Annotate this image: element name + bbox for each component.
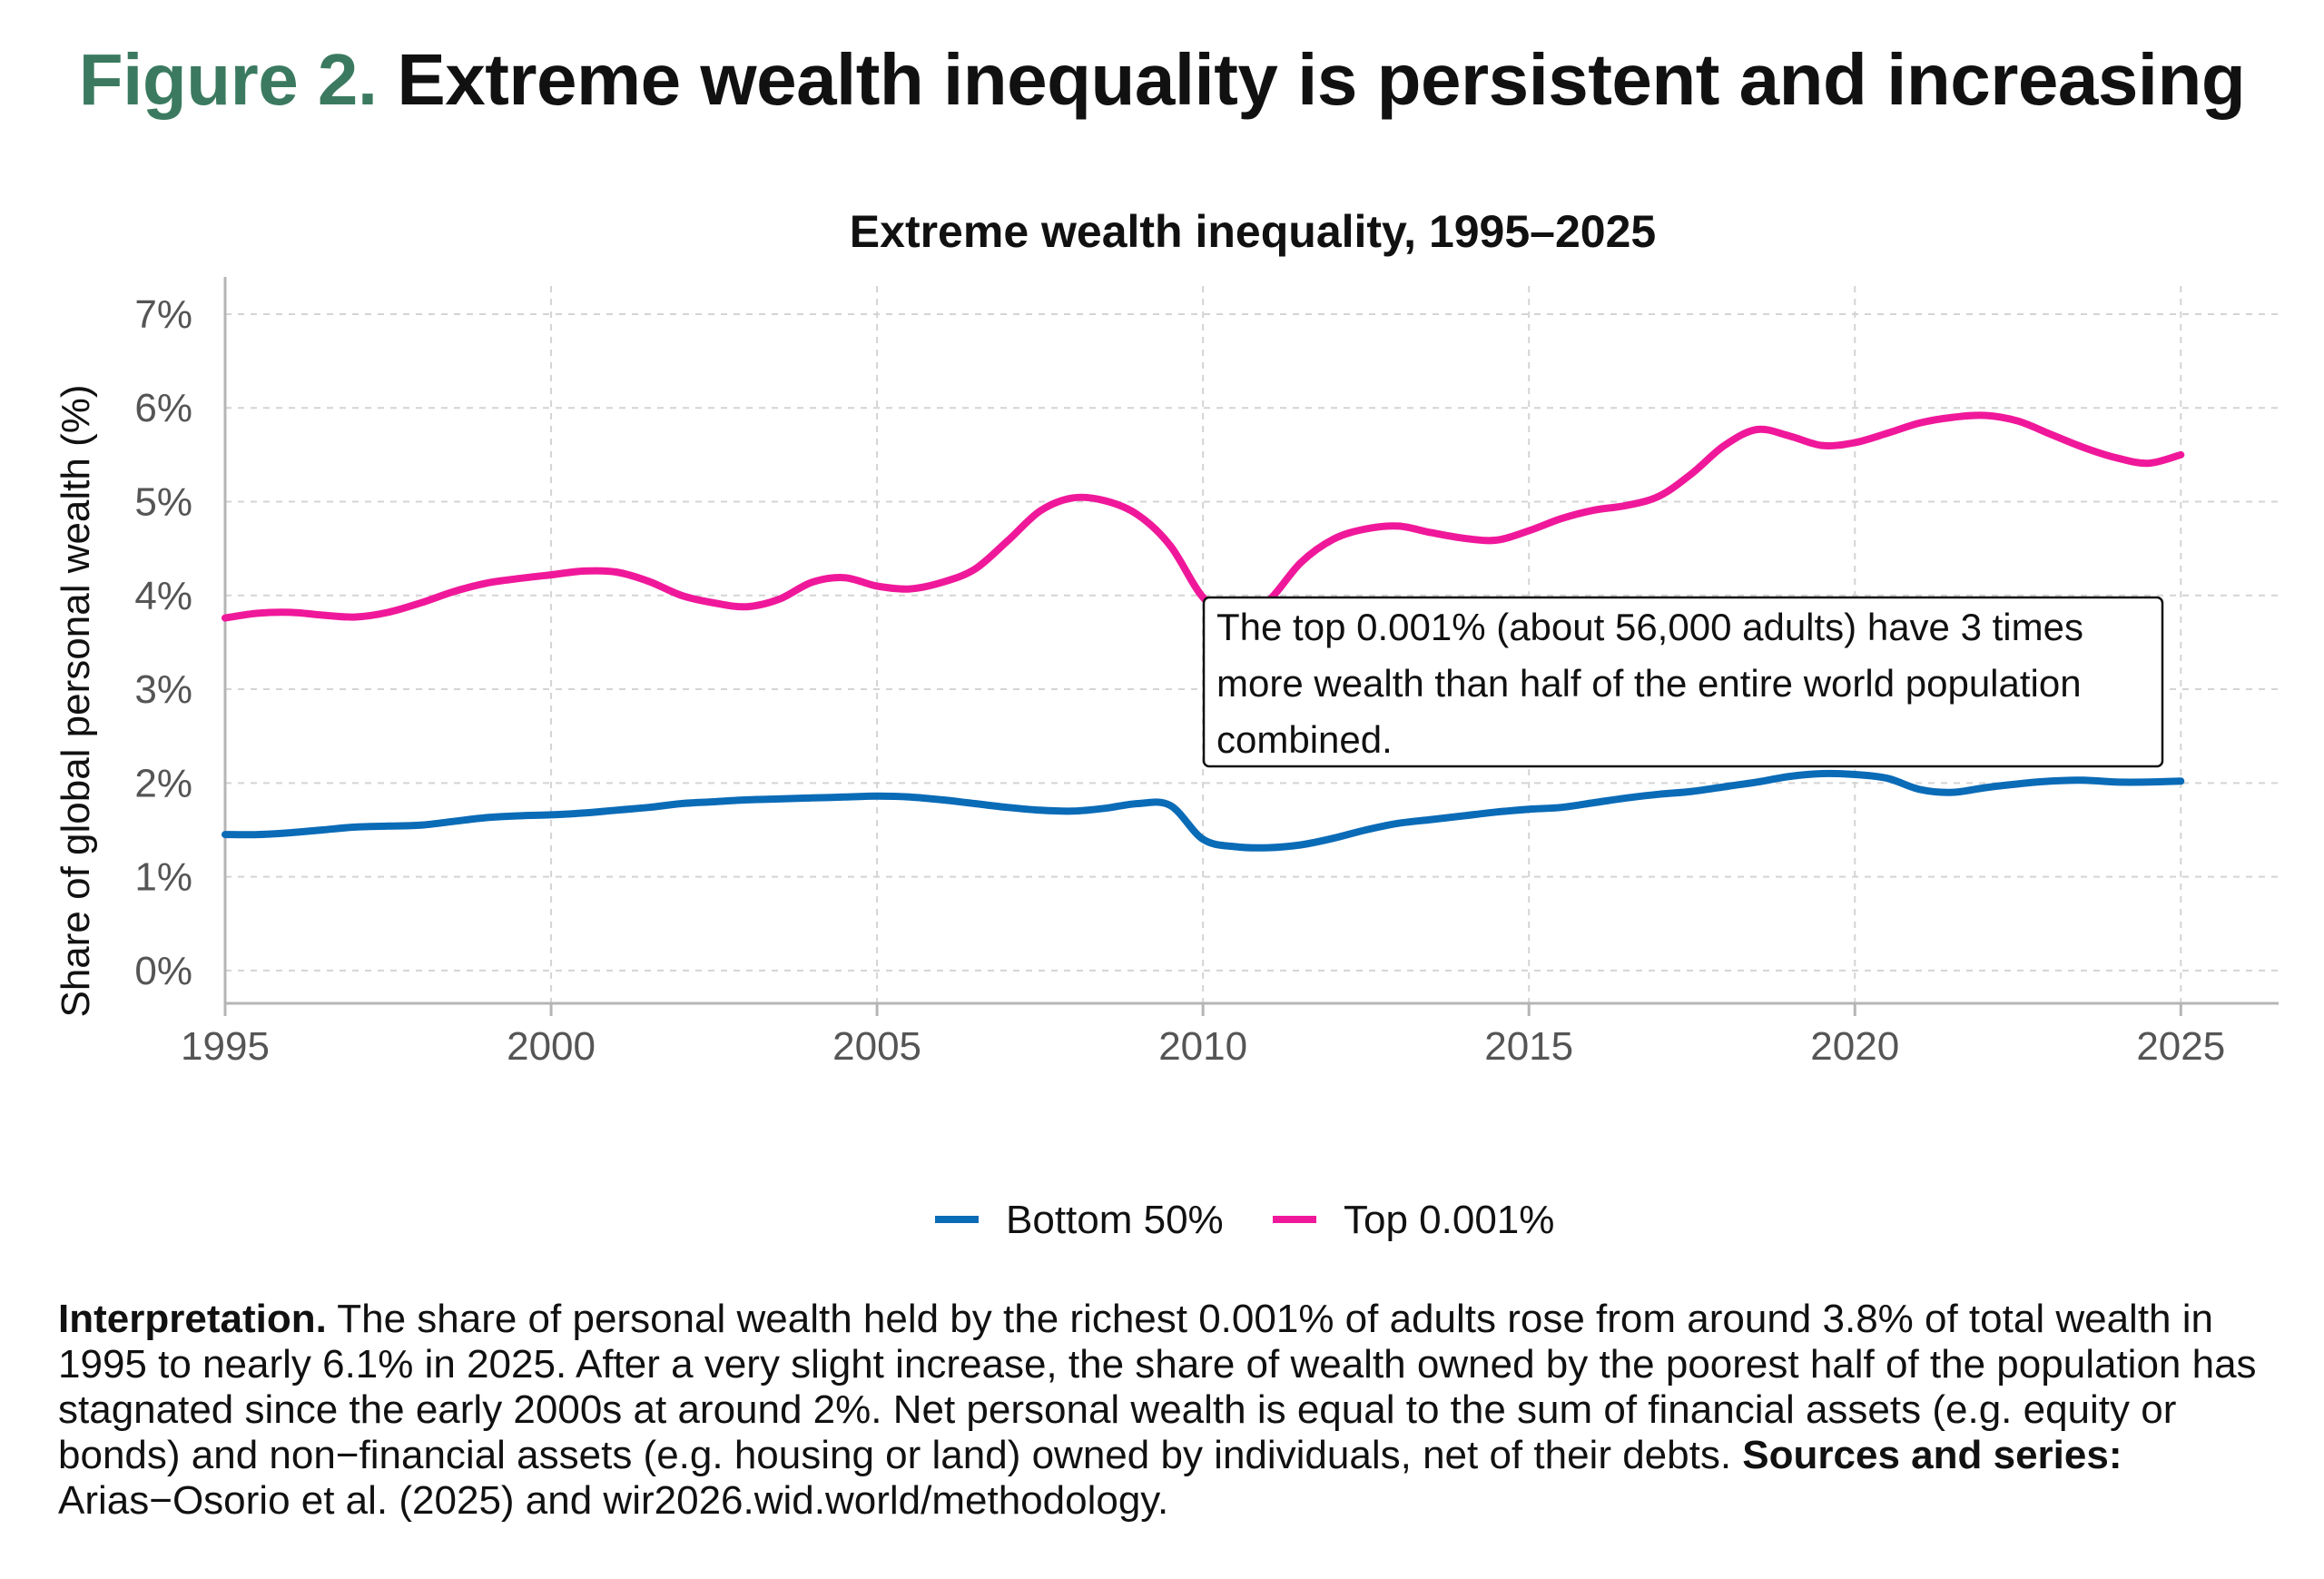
figure-title-text: Extreme wealth inequality is persistent … (397, 39, 2246, 120)
x-tick-label: 1995 (181, 1024, 270, 1069)
annotation-box: The top 0.001% (about 56,000 adults) hav… (1202, 596, 2164, 768)
sources-text: Arias−Osorio et al. (2025) and wir2026.w… (58, 1478, 1169, 1523)
y-tick-label: 6% (134, 386, 192, 430)
chart-title: Extreme wealth inequality, 1995–2025 (850, 206, 1656, 257)
legend-label-bottom50: Bottom 50% (1006, 1198, 1224, 1242)
x-tick-label: 2020 (1810, 1024, 1899, 1069)
y-tick-label: 3% (134, 667, 192, 712)
x-tick-label: 2005 (832, 1024, 921, 1069)
y-tick-label: 1% (134, 855, 192, 900)
figure-number: Figure 2. (78, 39, 378, 120)
y-tick-label: 0% (134, 949, 192, 993)
x-tick-label: 2000 (507, 1024, 596, 1069)
y-tick-label: 7% (134, 292, 192, 337)
y-axis-label: Share of global personal wealth (%) (54, 384, 98, 1017)
y-tick-label: 5% (134, 480, 192, 525)
y-tick-label: 4% (134, 574, 192, 618)
interpretation-label: Interpretation. (58, 1297, 327, 1341)
series-line-bottom50 (222, 769, 2185, 852)
x-tick-label: 2010 (1158, 1024, 1247, 1069)
x-tick-label: 2015 (1484, 1024, 1573, 1069)
axes: 0% 1% 2% 3% 4% 5% 6% 7% 1995 2000 2005 2010 2015 2020… (134, 277, 2279, 1069)
figure-title: Figure 2. Extreme wealth inequality is p… (0, 38, 2324, 122)
figure-footer: Interpretation. The share of personal we… (58, 1297, 2273, 1524)
sources-label: Sources and series: (1731, 1433, 2122, 1477)
annotation-line-3: combined. (1216, 718, 1393, 761)
legend-label-top0001: Top 0.001% (1344, 1198, 1554, 1242)
y-tick-label: 2% (134, 761, 192, 805)
series-lines (222, 411, 2185, 852)
line-chart: Extreme wealth inequality, 1995–2025 Sha… (54, 206, 2279, 1242)
interpretation-text: The share of personal wealth held by the… (58, 1297, 2257, 1477)
annotation-frame (1202, 596, 2164, 768)
legend: Bottom 50% Top 0.001% (935, 1198, 1554, 1242)
series-line-top0001 (222, 411, 2185, 624)
annotation-line-1: The top 0.001% (about 56,000 adults) hav… (1216, 606, 2083, 648)
x-tick-label: 2025 (2136, 1024, 2225, 1069)
annotation-line-2: more wealth than half of the entire worl… (1216, 662, 2082, 705)
